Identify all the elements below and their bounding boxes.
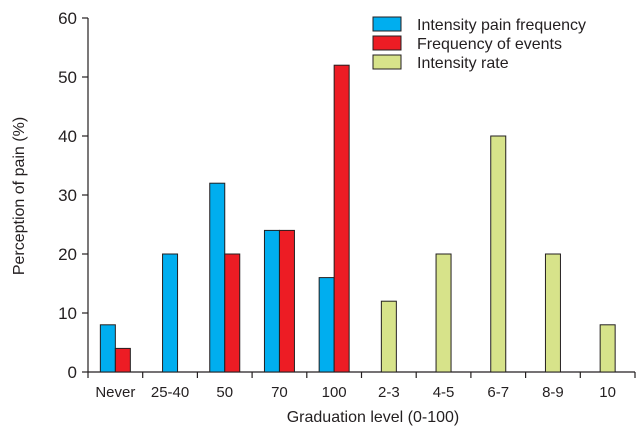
x-tick-label: 70 [271, 384, 288, 401]
bar [99, 324, 116, 373]
x-tick-label: 6-7 [487, 384, 509, 401]
bar [162, 253, 179, 373]
x-tick-label: 50 [216, 384, 233, 401]
x-axis-label: Graduation level (0-100) [287, 409, 460, 426]
x-tick-label: Never [95, 384, 135, 401]
legend-label: Intensity rate [417, 55, 509, 72]
bar [114, 347, 131, 373]
bar [224, 253, 241, 373]
bar [490, 135, 507, 373]
bar [435, 253, 452, 373]
x-tick-label: 10 [599, 384, 616, 401]
y-tick-label: 50 [58, 68, 77, 87]
axes: 0 10 20 30 40 50 60 Never 25-40 50 70 100 2-3 4-5 6-7 8… [58, 9, 636, 401]
x-tick-label: 25-40 [151, 384, 189, 401]
bar [599, 324, 616, 373]
y-axis-label: Perception of pain (%) [11, 117, 28, 275]
bar [333, 64, 350, 373]
bar [544, 253, 561, 373]
y-tick-label: 30 [58, 186, 77, 205]
x-tick-label: 4-5 [433, 384, 455, 401]
legend-label: Intensity pain frequency [417, 17, 586, 34]
y-tick-label: 60 [58, 9, 77, 28]
y-tick-label: 20 [58, 245, 77, 264]
bar [209, 182, 226, 373]
legend: Intensity pain frequency Frequency of eve… [372, 16, 586, 72]
legend-swatch [372, 16, 402, 32]
bar [380, 300, 397, 373]
y-tick-label: 0 [68, 363, 77, 382]
legend-swatch [372, 35, 402, 51]
legend-label: Frequency of events [417, 36, 562, 53]
y-tick-label: 10 [58, 304, 77, 323]
bar [263, 229, 280, 373]
bar [278, 229, 295, 373]
x-tick-label: 2-3 [378, 384, 400, 401]
y-tick-label: 40 [58, 127, 77, 146]
legend-swatch [372, 54, 402, 70]
bar [318, 277, 335, 373]
bars [99, 64, 616, 373]
x-tick-label: 8-9 [542, 384, 564, 401]
x-tick-label: 100 [322, 384, 347, 401]
